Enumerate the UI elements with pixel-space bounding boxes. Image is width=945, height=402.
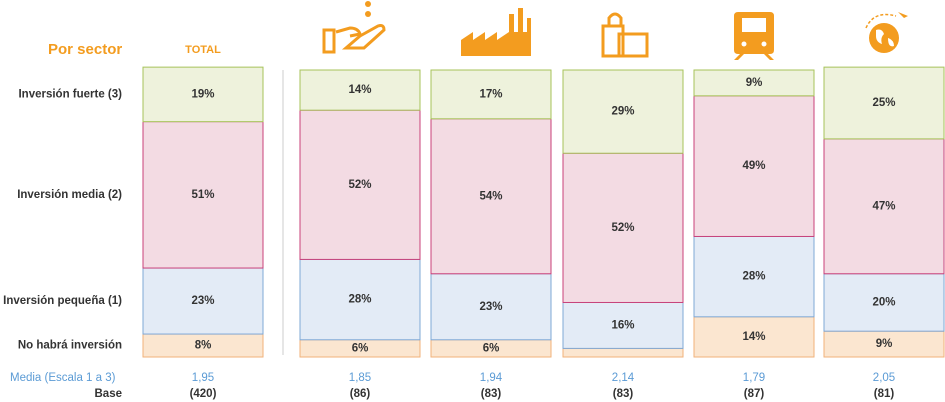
data-label: 49% (742, 160, 765, 172)
bar-segment (823, 66, 945, 140)
data-label: 23% (191, 295, 214, 307)
bar-segment (823, 138, 945, 275)
mean-value: 1,95 (192, 372, 214, 384)
mean-value: 1,79 (743, 372, 765, 384)
bar-segment (142, 267, 264, 335)
bar-segment (430, 69, 552, 120)
mean-row-label: Media (Escala 1 a 3) (10, 372, 116, 384)
data-label: 8% (195, 340, 212, 352)
icon-globe (865, 12, 908, 53)
bar-segment (693, 316, 815, 358)
mean-value: 2,05 (873, 372, 895, 384)
icons (322, 1, 908, 60)
bar-segment (430, 273, 552, 341)
bar-segment (562, 152, 684, 303)
data-label: 28% (742, 271, 765, 283)
data-label: 19% (191, 88, 214, 100)
data-label: 52% (611, 222, 634, 234)
bar-segment (299, 258, 421, 341)
legend-label: Inversión media (2) (17, 189, 122, 201)
data-label: 16% (611, 319, 634, 331)
bar-segment (693, 69, 815, 97)
legend-label: Inversión fuerte (3) (18, 88, 122, 100)
bar-segment (299, 69, 421, 111)
data-label: 6% (352, 342, 369, 354)
icon-factory (461, 8, 531, 56)
data-label: 28% (348, 294, 371, 306)
x-tick-label: TOTAL (185, 44, 221, 56)
data-label: 51% (191, 189, 214, 201)
base-value: (86) (350, 388, 371, 400)
base-value: (83) (613, 388, 634, 400)
legend-label: Inversión pequeña (1) (3, 295, 122, 307)
base-value: (81) (874, 388, 895, 400)
bar-segment (142, 121, 264, 269)
bar-segment (562, 301, 684, 349)
base-value: (420) (190, 388, 217, 400)
data-label: 20% (872, 297, 895, 309)
data-label: 6% (483, 342, 500, 354)
data-label: 47% (872, 200, 895, 212)
data-label: 23% (479, 301, 502, 313)
base-value: (83) (481, 388, 502, 400)
bar-segment (142, 66, 264, 123)
bar-segment (562, 69, 684, 154)
icon-money (322, 1, 386, 54)
icon-train (734, 12, 774, 60)
data-label: 14% (348, 84, 371, 96)
data-label: 9% (746, 77, 763, 89)
mean-value: 1,94 (480, 372, 503, 384)
mean-value: 1,85 (349, 372, 371, 384)
base-value: (87) (744, 388, 765, 400)
bar-segment (562, 347, 684, 358)
data-label: 54% (479, 190, 502, 202)
bar-segment (430, 118, 552, 275)
data-label: 17% (479, 88, 502, 100)
data-label: 29% (611, 106, 634, 118)
bar-segment (823, 330, 945, 358)
data-label: 14% (742, 331, 765, 343)
data-label: 9% (876, 338, 893, 350)
data-label: 25% (872, 97, 895, 109)
legend-label: No habrá inversión (18, 340, 122, 352)
mean-value: 2,14 (612, 372, 635, 384)
icon-shopping (601, 12, 649, 58)
chart-title: Por sector (48, 41, 122, 58)
base-row-label: Base (95, 388, 123, 400)
data-label: 52% (348, 179, 371, 191)
bar-segment (299, 109, 421, 260)
